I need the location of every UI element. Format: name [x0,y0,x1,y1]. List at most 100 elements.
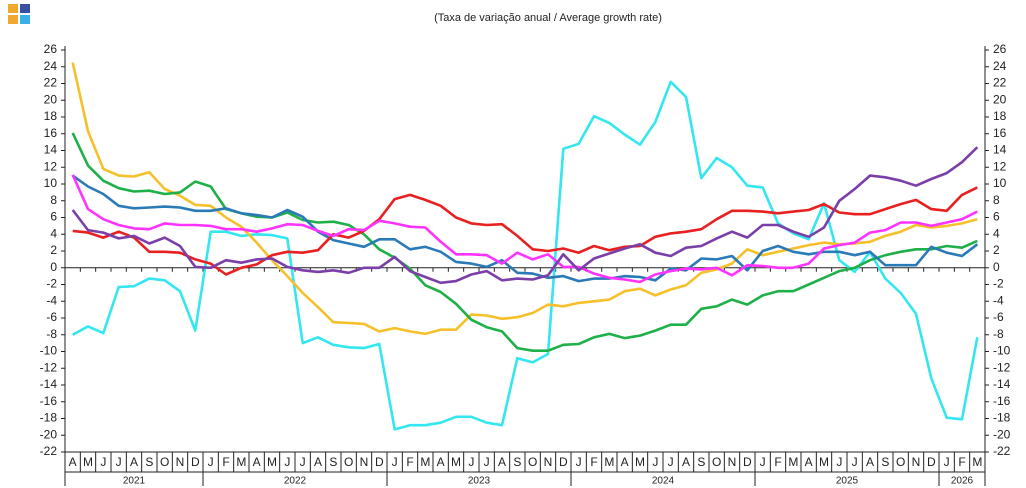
x-tick-label: S [329,455,337,469]
y-tick-label: -4 [46,293,57,307]
y-tick-label: -16 [40,394,58,408]
y-tick-label: 4 [50,226,57,240]
series-line [71,174,978,284]
y-tick-label: -20 [40,427,58,441]
y-tick-label: -16 [993,394,1011,408]
series-line [71,62,978,336]
chart-subtitle: (Taxa de variação anual / Average growth… [434,12,662,24]
y-tick-label: 0 [50,260,57,274]
series-line [71,132,978,352]
y-tick-label: -10 [993,344,1011,358]
y-tick-label: 20 [44,92,58,106]
x-tick-label: A [866,455,874,469]
x-tick-label: J [208,455,214,469]
x-tick-label: M [819,455,829,469]
y-tick-label: 8 [50,193,57,207]
x-tick-label: J [468,455,474,469]
x-tick-label: N [360,455,369,469]
y-tick-label: 16 [44,126,58,140]
y-tick-label: -22 [40,444,58,458]
logo [20,15,30,24]
x-tick-label: S [513,455,521,469]
x-tick-label: J [300,455,306,469]
y-tick-label: -6 [46,310,57,324]
y-tick-label: 22 [993,76,1007,90]
x-tick-label: F [222,455,229,469]
y-tick-label: 24 [993,59,1007,73]
y-tick-label: 26 [993,42,1007,56]
year-label: 2023 [468,476,491,487]
y-tick-label: -6 [993,310,1004,324]
x-tick-label: N [728,455,737,469]
y-tick-label: -4 [993,293,1004,307]
x-tick-label: M [420,455,430,469]
x-tick-label: J [668,455,674,469]
x-tick-label: M [604,455,614,469]
x-tick-label: D [743,455,752,469]
y-tick-label: 2 [993,243,1000,257]
y-tick-label: -14 [993,377,1011,391]
x-tick-label: J [100,455,106,469]
year-label: 2021 [123,476,146,487]
series-line [71,174,979,283]
x-tick-label: A [314,455,322,469]
y-tick-label: 6 [50,210,57,224]
y-tick-label: 14 [44,143,58,157]
x-tick-label: O [344,455,353,469]
x-tick-label: M [451,455,461,469]
year-label: 2024 [652,476,675,487]
y-tick-label: -2 [46,277,57,291]
x-tick-label: S [881,455,889,469]
x-tick-label: N [912,455,921,469]
y-tick-label: -20 [993,427,1011,441]
y-tick-label: 6 [993,210,1000,224]
x-tick-label: D [191,455,200,469]
x-tick-label: M [267,455,277,469]
x-tick-label: J [116,455,122,469]
x-tick-label: M [972,455,982,469]
x-tick-label: S [145,455,153,469]
x-tick-label: F [958,455,965,469]
y-tick-label: 24 [44,59,58,73]
year-label: 2025 [836,476,859,487]
y-tick-label: 18 [44,109,58,123]
x-tick-label: A [253,455,261,469]
x-tick-label: A [498,455,506,469]
x-tick-label: D [927,455,936,469]
x-tick-label: O [712,455,721,469]
series-line [71,146,979,285]
y-tick-label: 8 [993,193,1000,207]
x-tick-label: D [375,455,384,469]
x-tick-label: A [130,455,138,469]
y-tick-label: 20 [993,92,1007,106]
y-tick-label: -18 [40,411,58,425]
year-label: 2026 [951,476,974,487]
y-tick-label: 22 [44,76,58,90]
y-tick-label: -14 [40,377,58,391]
x-tick-label: M [788,455,798,469]
logo [8,15,18,24]
x-tick-label: A [805,455,813,469]
x-tick-label: A [621,455,629,469]
y-tick-label: -18 [993,411,1011,425]
y-tick-label: 16 [993,126,1007,140]
y-tick-label: -8 [993,327,1004,341]
x-tick-label: O [896,455,905,469]
y-tick-label: 4 [993,226,1000,240]
y-tick-label: 12 [993,159,1007,173]
x-tick-label: J [652,455,658,469]
x-tick-label: F [406,455,413,469]
x-tick-label: J [944,455,950,469]
x-tick-label: F [590,455,597,469]
x-tick-label: A [437,455,445,469]
x-tick-label: M [236,455,246,469]
x-tick-label: J [484,455,490,469]
y-tick-label: 2 [50,243,57,257]
y-tick-label: 18 [993,109,1007,123]
x-tick-label: J [284,455,290,469]
year-label: 2022 [284,476,307,487]
y-tick-label: -8 [46,327,57,341]
y-tick-label: -2 [993,277,1004,291]
x-tick-label: S [697,455,705,469]
